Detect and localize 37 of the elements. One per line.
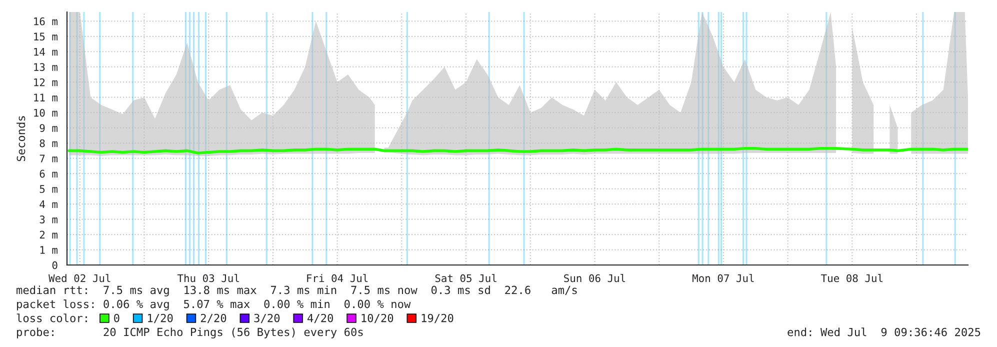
y-tick-label: 8 m: [40, 139, 58, 148]
y-tick-label: 7 m: [40, 154, 58, 162]
y-tick-label: 15 m: [34, 32, 58, 41]
y-tick-label: 13 m: [34, 63, 58, 71]
x-tick-label: Sun 06 Jul: [564, 274, 626, 282]
legend-label: 10/20: [362, 314, 394, 324]
text: end: Wed Jul 9 09:36:46 2025: [788, 328, 980, 336]
y-tick-label: 0: [52, 261, 58, 270]
y-tick-label: 11 m: [34, 94, 58, 102]
x-tick-label: Sat 05 Jul: [435, 274, 496, 282]
legend-title: loss color:: [16, 314, 87, 322]
y-axis-title: Seconds: [16, 116, 26, 162]
x-tick-label: Thu 03 Jul: [177, 274, 239, 282]
legend-label: 0: [114, 314, 120, 322]
y-tick-label: 2 m: [40, 230, 58, 239]
y-tick-label: 3 m: [40, 216, 58, 224]
y-tick-label: 4 m: [40, 200, 58, 208]
x-tick-label: Tue 08 Jul: [821, 274, 882, 282]
y-tick-label: 5 m: [40, 185, 58, 193]
legend-label: 19/20: [422, 314, 454, 324]
y-tick-label: 14 m: [34, 48, 58, 56]
legend-label: 3/20: [254, 314, 280, 324]
y-tick-label: 12 m: [34, 78, 58, 86]
text: median rtt: 7.5 ms avg 13.8 ms max 7.3 ms min 7.5 ms now 0.3 ms sd 22.6 am/s: [16, 286, 577, 296]
x-tick-label: Fri 04 Jul: [307, 274, 368, 282]
legend-label: 1/20: [148, 314, 173, 324]
text: probe: 20 ICMP Echo Pings (56 Bytes) every 60s: [17, 328, 363, 338]
text: packet loss: 0.06 % avg 5.07 % max 0.00 % min 0.00 % now: [17, 300, 411, 310]
y-tick-label: 6 m: [40, 170, 58, 178]
legend-label: 4/20: [308, 314, 333, 324]
y-tick-label: 9 m: [40, 124, 58, 132]
legend-label: 2/20: [200, 314, 226, 324]
y-tick-label: 1 m: [40, 246, 58, 254]
y-tick-label: 16 m: [34, 17, 58, 26]
x-tick-label: Wed 02 Jul: [48, 274, 110, 282]
x-tick-label: Mon 07 Jul: [692, 274, 754, 282]
y-tick-label: 10 m: [34, 108, 58, 117]
